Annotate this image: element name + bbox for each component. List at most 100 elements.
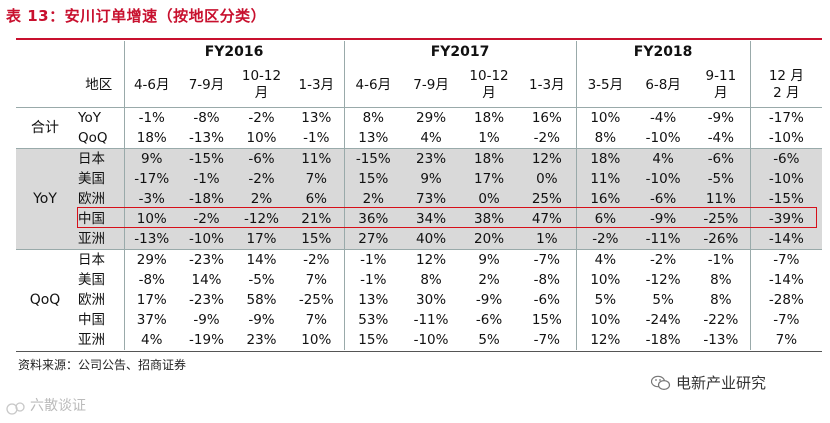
- region-cell: QoQ: [78, 130, 108, 146]
- value-cell: 7%: [749, 330, 823, 350]
- value-cell: 13%: [343, 128, 403, 149]
- value-cell: -14%: [749, 229, 823, 250]
- value-cell: 12%: [402, 249, 461, 270]
- period-header-line: 6-8月: [645, 76, 681, 93]
- value-cell: 13%: [289, 107, 345, 128]
- period-header-line: 3-5月: [587, 76, 624, 93]
- value-cell: -17%: [749, 107, 823, 128]
- value-cell: -25%: [298, 292, 334, 308]
- table-row: 中国 10% -2% -12% 21% 36% 34% 38% 47% 6% -9% -25% -39%: [16, 209, 823, 229]
- period-header: 10-12 月: [234, 63, 289, 108]
- table-row: QoQ 日本 29% -23% 14% -2% -1% 12% 9% -7% 4% -2% -1% -7%: [16, 249, 823, 350]
- region-cell: 美国: [78, 272, 105, 288]
- value-cell: -7%: [749, 310, 823, 330]
- value-cell: -12%: [645, 272, 681, 288]
- period-header: 7-9月: [402, 63, 460, 108]
- value-cell: 2%: [343, 189, 403, 209]
- section-label: 合计: [16, 107, 74, 149]
- value-cell: 34%: [416, 211, 447, 227]
- value-cell: 4%: [575, 249, 635, 270]
- value-cell: -6%: [234, 148, 289, 169]
- region-cell: 日本: [74, 148, 124, 169]
- wechat-icon: [651, 375, 671, 391]
- value-cell: 5%: [652, 292, 674, 308]
- value-cell: 23%: [246, 332, 277, 348]
- value-cell: -26%: [703, 231, 739, 247]
- value-cell: -11%: [413, 312, 449, 328]
- period-header: 4-6月: [343, 63, 403, 108]
- region-cell: YoY: [74, 107, 124, 128]
- fy2018-header: FY2018: [575, 41, 751, 63]
- period-header: 4-6月: [123, 63, 179, 108]
- value-cell: 6%: [575, 209, 635, 229]
- value-cell: -17%: [123, 169, 179, 189]
- region-cell: 亚洲: [78, 231, 105, 247]
- watermark-label: 六散谈证: [30, 398, 86, 414]
- watermark-icon: [6, 402, 25, 415]
- period-header: 7-9月: [179, 63, 234, 108]
- value-cell: -28%: [749, 290, 823, 310]
- value-cell: -14%: [749, 270, 823, 290]
- value-cell: 38%: [474, 211, 505, 227]
- value-cell: 18%: [460, 148, 519, 169]
- fy-blank-header: [749, 41, 823, 63]
- region-cell: 美国: [78, 171, 105, 187]
- fy2017-header: FY2017: [343, 41, 577, 63]
- value-cell: 8%: [710, 272, 732, 288]
- value-cell: 8%: [710, 292, 732, 308]
- value-cell: 8%: [420, 272, 442, 288]
- value-cell: 30%: [416, 292, 447, 308]
- value-cell: 8%: [575, 128, 635, 149]
- value-cell: -10%: [189, 231, 224, 247]
- table-row: 欧洲 17% -23% 58% -25% 13% 30% -9% -6% 5% 5% 8% -28%: [16, 290, 823, 310]
- value-cell: -10%: [645, 171, 681, 187]
- value-cell: 10%: [123, 209, 179, 229]
- value-cell: 17%: [123, 290, 179, 310]
- value-cell: -22%: [703, 312, 739, 328]
- value-cell: 7%: [305, 171, 327, 187]
- value-cell: 4%: [123, 330, 179, 350]
- value-cell: -2%: [234, 107, 289, 128]
- value-cell: 21%: [301, 211, 332, 227]
- value-cell: -6%: [692, 148, 751, 169]
- order-growth-table: FY2016 FY2017 FY2018 地区 4-6月 7-9月 10-12 月 1-3…: [16, 41, 823, 350]
- value-cell: -6%: [475, 312, 503, 328]
- value-cell: -10%: [645, 130, 681, 146]
- value-cell: -5%: [248, 272, 275, 288]
- value-cell: 73%: [416, 191, 447, 207]
- value-cell: -13%: [189, 130, 224, 146]
- region-cell: 中国: [78, 312, 105, 328]
- value-cell: -1%: [123, 107, 179, 128]
- value-cell: -15%: [749, 189, 823, 209]
- value-cell: -13%: [703, 332, 739, 348]
- value-cell: 1%: [478, 130, 500, 146]
- value-cell: -9%: [649, 211, 677, 227]
- value-cell: 15%: [301, 231, 332, 247]
- value-cell: -7%: [533, 332, 560, 348]
- period-header-line: 9-11: [705, 68, 737, 84]
- value-cell: 10%: [301, 332, 332, 348]
- value-cell: -18%: [645, 332, 681, 348]
- value-cell: -1%: [193, 171, 220, 187]
- table-row: QoQ 18% -13% 10% -1% 13% 4% 1% -2% 8% -10% -4% -10%: [16, 128, 823, 149]
- period-header: 3-5月: [575, 63, 635, 108]
- table-row: 亚洲 4% -19% 23% 10% 15% -10% 5% -7% 12% -18% -13% 7%: [16, 330, 823, 350]
- value-cell: 37%: [123, 310, 179, 330]
- value-cell: 7%: [305, 272, 327, 288]
- bottom-rule: [16, 351, 822, 352]
- value-cell: -6%: [749, 148, 823, 169]
- period-header: 1-3月: [518, 63, 576, 108]
- value-cell: 15%: [343, 330, 403, 350]
- table-row: 亚洲 -13% -10% 17% 15% 27% 40% 20% 1% -2% -11% -26% -1…: [16, 229, 823, 250]
- value-cell: 10%: [575, 310, 635, 330]
- value-cell: -25%: [703, 211, 739, 227]
- value-cell: 18%: [575, 148, 635, 169]
- value-cell: 53%: [343, 310, 403, 330]
- period-header-line: 月: [482, 85, 496, 101]
- value-cell: 17%: [474, 171, 505, 187]
- table-row: 合计 YoY -1% -8% -2% 13% 8% 29% 18% 16% 10% -4% -9% -17…: [16, 107, 823, 149]
- value-cell: -9%: [475, 292, 503, 308]
- value-cell: -7%: [518, 249, 577, 270]
- value-cell: 9%: [460, 249, 519, 270]
